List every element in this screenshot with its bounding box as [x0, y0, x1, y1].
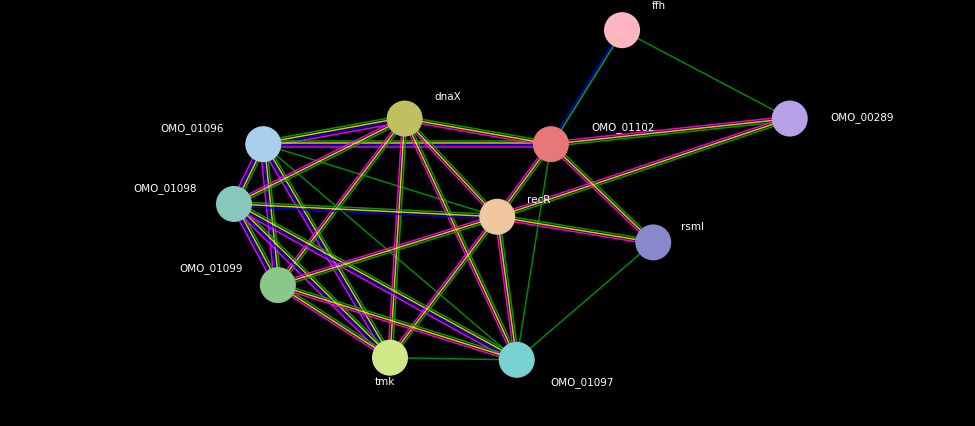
Circle shape [387, 101, 422, 137]
Text: recR: recR [526, 194, 550, 204]
Text: dnaX: dnaX [434, 92, 460, 102]
Circle shape [246, 127, 281, 163]
Text: ffh: ffh [651, 0, 665, 11]
Circle shape [772, 101, 807, 137]
Circle shape [480, 199, 515, 235]
Text: rsml: rsml [681, 222, 704, 232]
Text: OMO_01102: OMO_01102 [592, 121, 655, 132]
Text: OMO_00289: OMO_00289 [831, 112, 894, 123]
Circle shape [260, 268, 295, 303]
Circle shape [604, 13, 640, 49]
Circle shape [372, 340, 408, 376]
Text: OMO_01096: OMO_01096 [161, 122, 224, 133]
Text: tmk: tmk [375, 376, 395, 386]
Circle shape [636, 225, 671, 261]
Text: OMO_01098: OMO_01098 [134, 183, 197, 194]
Circle shape [499, 342, 534, 378]
Circle shape [216, 187, 252, 222]
Text: OMO_01097: OMO_01097 [550, 377, 613, 388]
Text: OMO_01099: OMO_01099 [179, 263, 243, 274]
Circle shape [533, 127, 568, 163]
